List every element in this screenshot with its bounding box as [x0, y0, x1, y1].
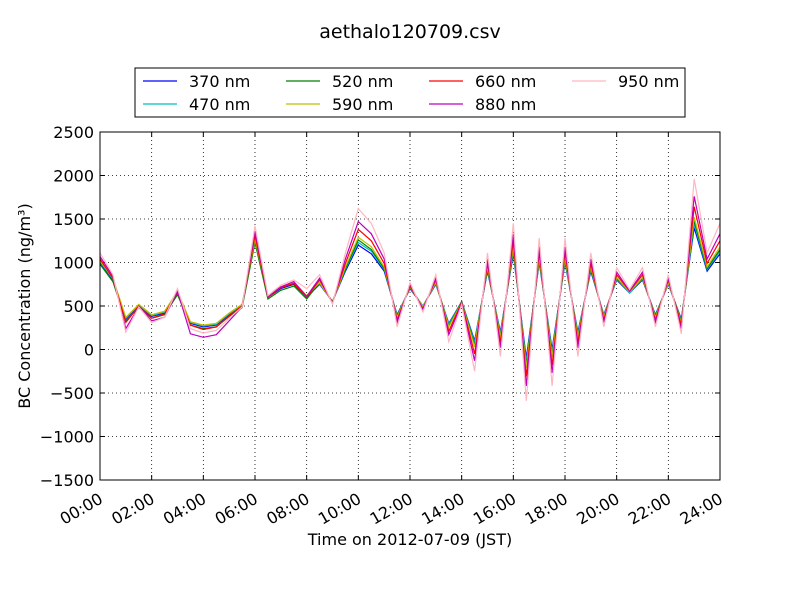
legend-label: 950 nm: [618, 72, 679, 91]
y-tick-label: −1000: [40, 428, 94, 447]
x-tick-label: 10:00: [315, 489, 364, 529]
y-tick-label: −1500: [40, 471, 94, 490]
legend-label: 590 nm: [332, 95, 393, 114]
x-tick-label: 12:00: [367, 489, 416, 529]
x-tick-label: 16:00: [470, 489, 519, 529]
legend-box: [134, 67, 686, 118]
series-line: [100, 178, 720, 401]
x-tick-label: 04:00: [160, 489, 209, 529]
x-tick-label: 24:00: [677, 489, 726, 529]
y-tick-label: 0: [84, 341, 94, 360]
y-tick-label: 2500: [53, 123, 94, 142]
y-tick-label: 2000: [53, 167, 94, 186]
x-tick-label: 18:00: [522, 489, 571, 529]
legend-label: 520 nm: [332, 72, 393, 91]
x-tick-label: 22:00: [625, 489, 674, 529]
plot-frame: [99, 131, 721, 481]
x-axis-label: Time on 2012-07-09 (JST): [307, 530, 512, 549]
y-axis-label: BC Concentration (ng/m³): [15, 203, 34, 408]
x-tick-label: 00:00: [57, 489, 106, 529]
x-tick-label: 08:00: [263, 489, 312, 529]
x-tick-label: 14:00: [418, 489, 467, 529]
y-tick-label: 1500: [53, 210, 94, 229]
x-tick-label: 20:00: [573, 489, 622, 529]
y-tick-label: 500: [63, 297, 94, 316]
legend-label: 370 nm: [189, 72, 250, 91]
chart-title: aethalo120709.csv: [319, 21, 501, 43]
x-tick-label: 02:00: [108, 489, 157, 529]
y-tick-label: 1000: [53, 254, 94, 273]
legend-label: 470 nm: [189, 95, 250, 114]
x-tick-label: 06:00: [212, 489, 261, 529]
legend-label: 880 nm: [475, 95, 536, 114]
legend-label: 660 nm: [475, 72, 536, 91]
y-tick-label: −500: [50, 384, 94, 403]
